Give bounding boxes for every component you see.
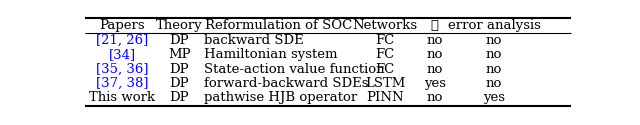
Text: Hamiltonian system: Hamiltonian system <box>204 48 337 61</box>
Text: no: no <box>426 63 443 76</box>
Text: [35, 36]: [35, 36] <box>96 63 148 76</box>
Text: no: no <box>426 91 443 104</box>
Text: no: no <box>486 48 502 61</box>
Text: Reformulation of SOC: Reformulation of SOC <box>205 19 352 32</box>
Text: DP: DP <box>170 63 189 76</box>
Text: FC: FC <box>376 63 395 76</box>
Text: backward SDE: backward SDE <box>204 34 304 47</box>
Text: no: no <box>426 34 443 47</box>
Text: pathwise HJB operator: pathwise HJB operator <box>204 91 357 104</box>
Text: no: no <box>426 48 443 61</box>
Text: FC: FC <box>376 48 395 61</box>
Text: Theory: Theory <box>156 19 203 32</box>
Text: FC: FC <box>376 34 395 47</box>
Text: DP: DP <box>170 34 189 47</box>
Text: DP: DP <box>170 91 189 104</box>
Text: MP: MP <box>168 48 191 61</box>
Text: [34]: [34] <box>109 48 136 61</box>
Text: ★: ★ <box>431 19 438 32</box>
Text: error analysis: error analysis <box>448 19 541 32</box>
Text: no: no <box>486 34 502 47</box>
Text: [37, 38]: [37, 38] <box>96 77 148 90</box>
Text: Networks: Networks <box>353 19 418 32</box>
Text: Papers: Papers <box>99 19 145 32</box>
Text: State-action value function: State-action value function <box>204 63 385 76</box>
Text: This work: This work <box>89 91 156 104</box>
Text: forward-backward SDEs: forward-backward SDEs <box>204 77 369 90</box>
Text: LSTM: LSTM <box>365 77 405 90</box>
Text: [21, 26]: [21, 26] <box>96 34 148 47</box>
Text: PINN: PINN <box>366 91 404 104</box>
Text: yes: yes <box>483 91 505 104</box>
Text: no: no <box>486 63 502 76</box>
Text: DP: DP <box>170 77 189 90</box>
Text: no: no <box>486 77 502 90</box>
Text: yes: yes <box>424 77 445 90</box>
